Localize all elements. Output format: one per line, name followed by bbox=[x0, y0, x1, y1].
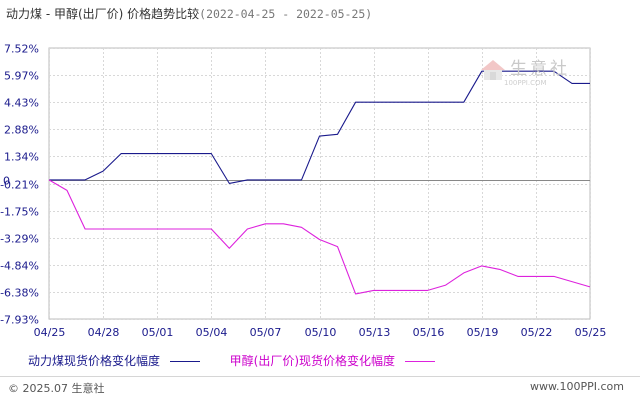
tick-label-layer: 7.52% 5.97% 4.43% 2.88% 1.34% -0.21% -1.75% -3.… bbox=[0, 43, 606, 340]
plot-frame bbox=[48, 47, 591, 320]
chart-date-range: (2022-04-25 - 2022-05-25) bbox=[199, 7, 373, 21]
legend: 动力煤现货价格变化幅度 甲醇(出厂价)现货价格变化幅度 bbox=[28, 352, 461, 369]
x-tick-label: 05/10 bbox=[305, 326, 337, 339]
x-tick-label: 05/07 bbox=[250, 326, 282, 339]
y-tick-label: -7.93% bbox=[0, 314, 39, 327]
x-tick-label: 04/28 bbox=[88, 326, 120, 339]
series-line-1 bbox=[49, 70, 590, 184]
x-tick-label: 04/25 bbox=[34, 326, 66, 339]
legend-swatch-series1 bbox=[169, 361, 200, 362]
x-tick-label: 05/04 bbox=[196, 326, 228, 339]
x-tick-label: 05/22 bbox=[521, 326, 553, 339]
x-tick-label: 05/16 bbox=[413, 326, 445, 339]
footer: © 2025.07 生意社 www.100PPI.com bbox=[8, 380, 632, 396]
x-tick-label: 05/25 bbox=[575, 326, 607, 339]
watermark: 生意社 100PPI.COM bbox=[480, 54, 570, 87]
series-layer bbox=[48, 70, 591, 295]
y-tick-label: -1.75% bbox=[0, 206, 39, 219]
chart-title: 动力煤 - 甲醇(出厂价) 价格趋势比较(2022-04-25 - 2022-0… bbox=[6, 5, 372, 22]
x-tick-label: 05/01 bbox=[142, 326, 174, 339]
y-tick-label: 2.88% bbox=[4, 124, 39, 137]
y-tick-label: 1.34% bbox=[4, 151, 39, 164]
footer-copyright: © 2025.07 生意社 bbox=[8, 382, 105, 395]
y-tick-label: -3.29% bbox=[0, 233, 39, 246]
y-tick-label: -0.21% bbox=[0, 179, 39, 192]
footer-divider bbox=[0, 376, 640, 377]
y-tick-label: -6.38% bbox=[0, 287, 39, 300]
y-tick-label: 4.43% bbox=[4, 97, 39, 110]
y-tick-label: 5.97% bbox=[4, 70, 39, 83]
legend-item-series1: 动力煤现货价格变化幅度 bbox=[28, 352, 200, 369]
zero-label: 0 bbox=[3, 175, 10, 188]
legend-label-series2: 甲醇(出厂价)现货价格变化幅度 bbox=[229, 354, 396, 368]
watermark-text: 生意社 bbox=[510, 59, 570, 79]
x-tick-label: 05/13 bbox=[359, 326, 391, 339]
legend-swatch-series2 bbox=[404, 361, 435, 362]
legend-label-series1: 动力煤现货价格变化幅度 bbox=[28, 354, 161, 368]
y-tick-label: -4.84% bbox=[0, 260, 39, 273]
series-line-2 bbox=[48, 179, 591, 295]
watermark-logo-icon bbox=[481, 59, 505, 80]
legend-item-series2: 甲醇(出厂价)现货价格变化幅度 bbox=[230, 352, 435, 369]
footer-site-link[interactable]: www.100PPI.com bbox=[530, 380, 624, 393]
y-tick-label: 7.52% bbox=[4, 43, 39, 56]
chart-title-text: 动力煤 - 甲醇(出厂价) 价格趋势比较 bbox=[6, 7, 200, 21]
x-tick-label: 05/19 bbox=[467, 326, 499, 339]
watermark-subtext: 100PPI.COM bbox=[504, 78, 547, 87]
grid-layer bbox=[48, 47, 591, 320]
